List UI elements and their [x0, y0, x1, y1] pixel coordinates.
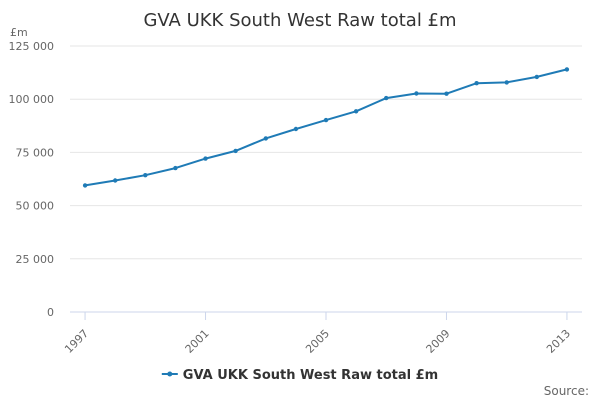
- y-tick-label: 125 000: [9, 40, 55, 53]
- data-point[interactable]: [233, 148, 238, 154]
- data-point[interactable]: [173, 165, 178, 171]
- data-point[interactable]: [323, 117, 329, 123]
- data-point[interactable]: [353, 109, 359, 114]
- y-tick-label: 75 000: [16, 146, 55, 159]
- data-point[interactable]: [504, 80, 509, 85]
- data-point[interactable]: [474, 81, 479, 86]
- data-point[interactable]: [564, 67, 570, 72]
- gridlines: [70, 45, 582, 260]
- data-point[interactable]: [384, 95, 389, 101]
- y-tick-label: 50 000: [16, 200, 55, 213]
- x-tick-label: 1997: [62, 327, 91, 356]
- data-point[interactable]: [143, 173, 148, 178]
- data-point[interactable]: [414, 91, 419, 96]
- data-point[interactable]: [203, 156, 208, 161]
- y-tick-label: 100 000: [9, 93, 55, 106]
- series-group: [82, 67, 570, 188]
- data-point[interactable]: [534, 74, 539, 80]
- x-tick-label: 2005: [303, 327, 332, 356]
- data-point[interactable]: [113, 178, 118, 183]
- data-point[interactable]: [82, 183, 88, 188]
- legend[interactable]: GVA UKK South West Raw total £m: [161, 368, 438, 383]
- y-axis-tick-labels: 0 25 000 50 000 75 000 100 000 125 000: [9, 40, 55, 319]
- x-tick-label: 2009: [424, 327, 453, 356]
- source-label: Source:: [544, 384, 589, 398]
- y-tick-label: 0: [47, 306, 54, 319]
- y-axis-unit-label: £m: [10, 26, 28, 39]
- data-point[interactable]: [263, 136, 268, 141]
- y-tick-label: 25 000: [16, 253, 55, 266]
- series-line: [84, 68, 568, 187]
- legend-label[interactable]: GVA UKK South West Raw total £m: [183, 368, 438, 383]
- x-tick-label: 2013: [544, 327, 573, 356]
- x-tick-label: 2001: [183, 327, 212, 356]
- legend-marker: [167, 371, 173, 377]
- chart-title: GVA UKK South West Raw total £m: [143, 10, 456, 31]
- x-axis-ticks: 1997 2001 2005 2009 2013: [62, 312, 573, 356]
- data-point[interactable]: [293, 126, 299, 132]
- data-point[interactable]: [444, 91, 449, 96]
